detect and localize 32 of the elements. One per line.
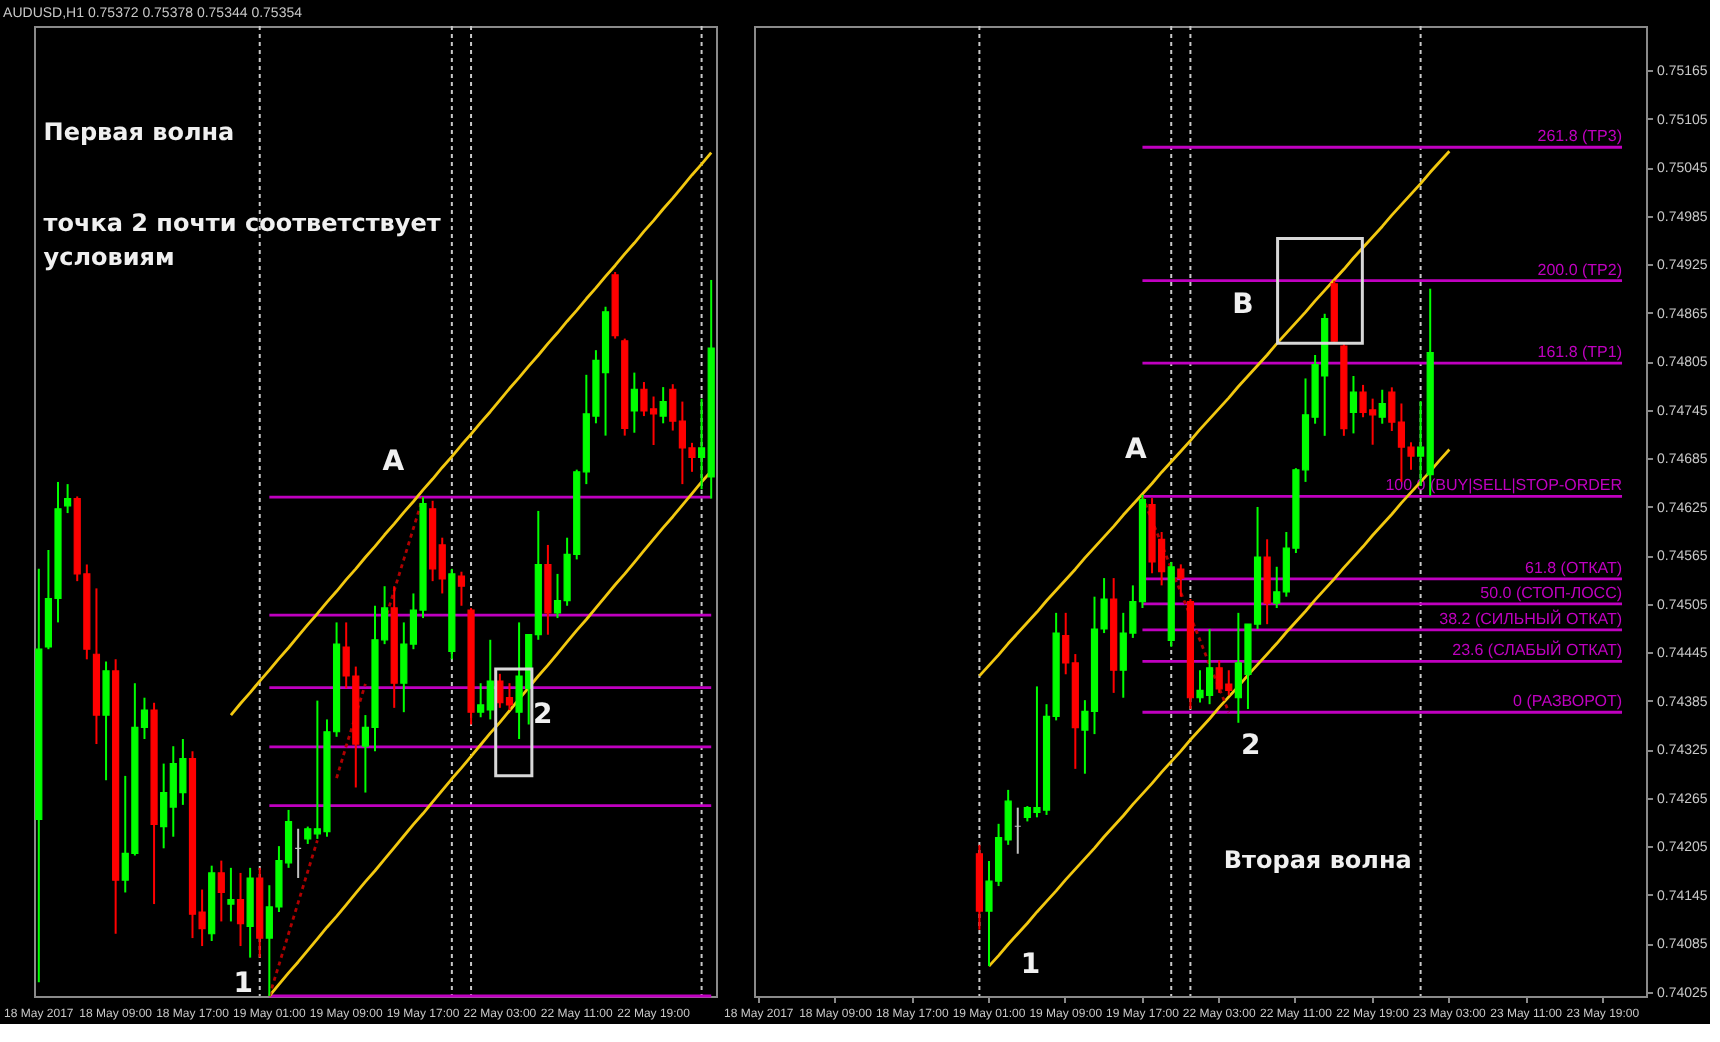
candlestick [630,371,638,434]
annotation: B [1232,289,1254,322]
candlestick [457,570,466,607]
candlestick [227,866,235,923]
candlestick [64,483,72,515]
series-label: 0 (РАЗВОРОТ) [1513,692,1623,711]
annotation: 1 [233,968,254,1000]
series-label: 61.8 (ОТКАТ) [1525,558,1623,577]
candlestick [1177,563,1185,598]
annotation: 1 [1020,948,1041,981]
text: Первая волна [43,117,235,146]
text: точка 2 почти соответствует условиям [43,209,441,272]
series-label: 161.8 (TP1) [1537,343,1623,362]
line-series [1141,495,1231,714]
annotation: 2 [533,698,553,731]
candlestick [217,859,225,923]
series-label: 23.6 (СЛАБЫЙ ОТКАТ) [1452,639,1623,660]
annotation: A [1124,433,1147,466]
series-label: 50.0 (СТОП-ЛОСС) [1480,583,1623,602]
annotation: A [382,445,405,478]
candlestick [1349,375,1358,435]
annotation: Вторая волна [1223,846,1412,875]
series-label: 261.8 (TP3) [1537,127,1623,146]
candlestick [1263,538,1271,626]
candlestick [659,386,667,425]
candlestick [236,871,245,948]
candlestick [1378,388,1386,425]
series-label: 200.0 (TP2) [1537,260,1623,279]
candlestick [102,660,110,782]
candlestick [505,682,514,712]
annotation: 2 [1241,729,1261,762]
series-label: 38.2 (СИЛЬНЫЙ ОТКАТ) [1439,607,1623,628]
